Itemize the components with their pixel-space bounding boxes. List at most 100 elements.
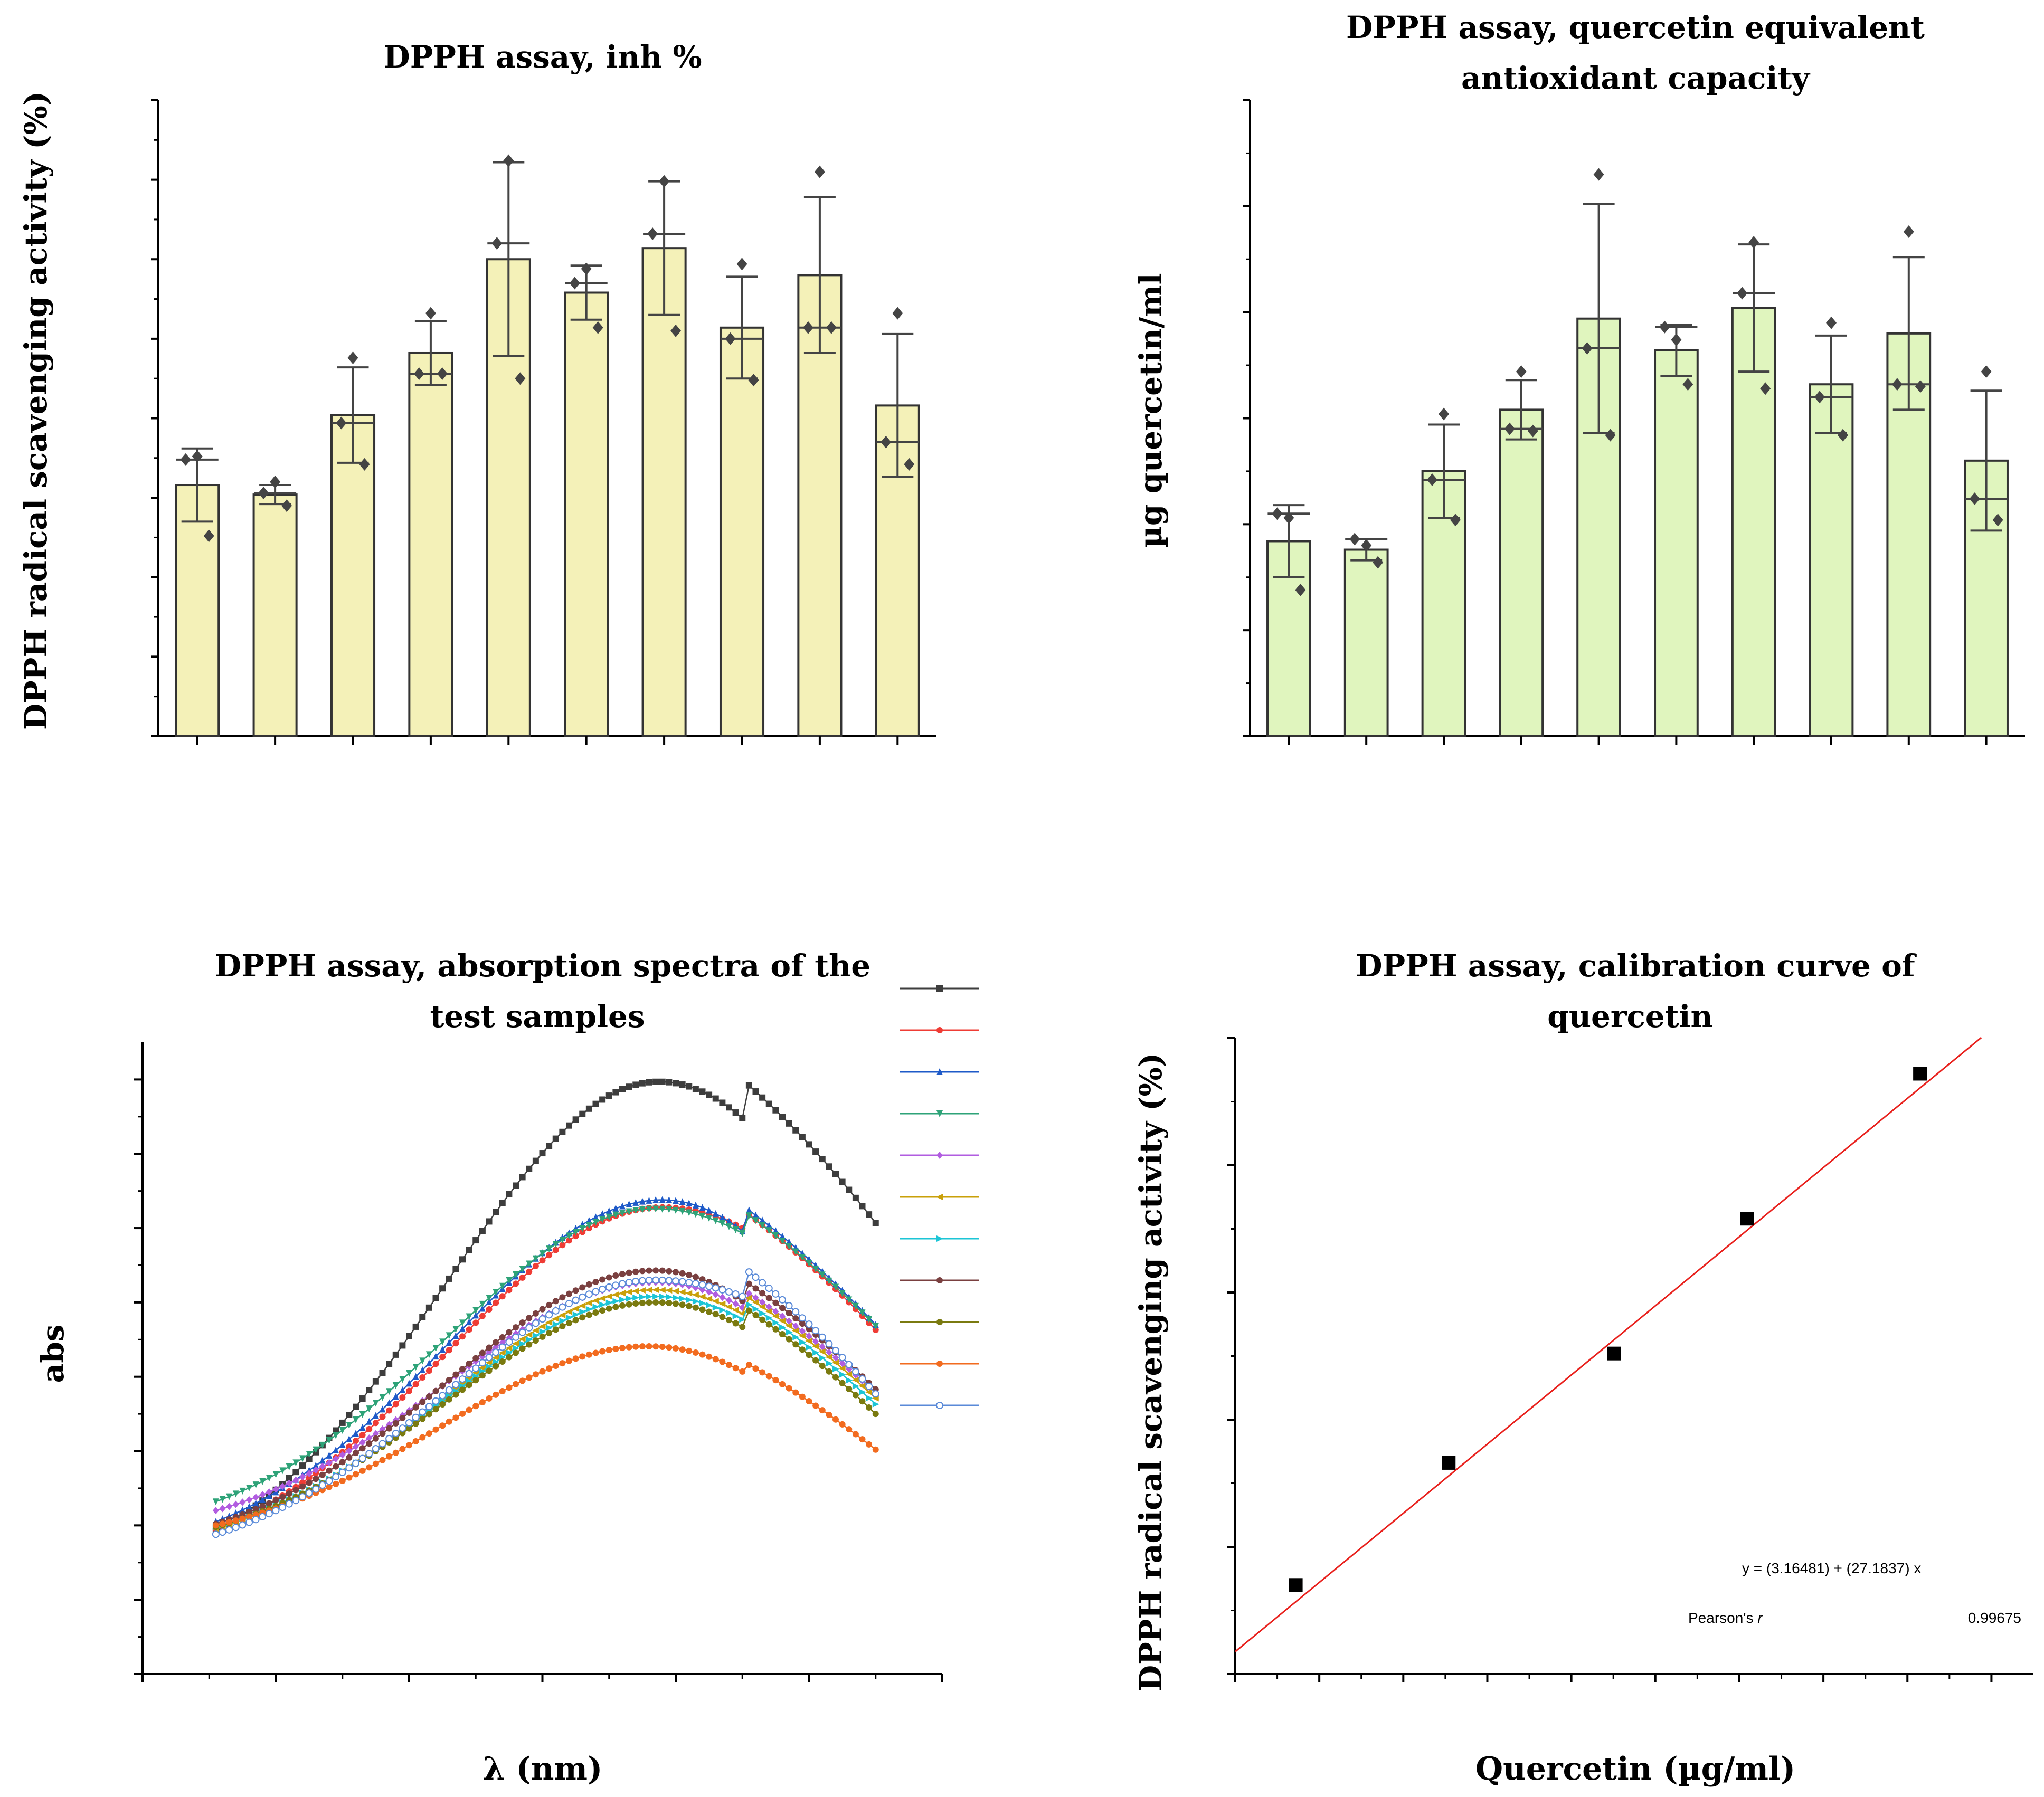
- data-point: [592, 1297, 599, 1304]
- series-etoh0: [212, 1204, 879, 1533]
- data-point: [792, 1127, 799, 1134]
- data-point: [852, 1392, 859, 1399]
- data-point: [425, 1359, 432, 1367]
- data-point: [579, 1302, 586, 1309]
- replicate-point: [347, 351, 358, 365]
- data-point: [792, 1315, 799, 1321]
- data-point: [292, 1469, 299, 1476]
- data-point: [312, 1485, 320, 1493]
- data-point: [732, 1320, 739, 1327]
- replicate-point: [1373, 556, 1384, 569]
- data-point: [552, 1326, 559, 1333]
- data-point: [419, 1434, 426, 1441]
- data-point: [592, 1288, 600, 1296]
- data-point: [872, 1323, 879, 1330]
- data-point: [532, 1157, 539, 1164]
- data-point: [246, 1508, 252, 1515]
- data-point: [272, 1485, 279, 1493]
- data-point: [432, 1295, 439, 1301]
- data-point: [526, 1336, 533, 1343]
- replicate-point: [1903, 225, 1914, 239]
- data-point: [239, 1498, 246, 1506]
- data-point: [526, 1260, 533, 1268]
- data-point: [838, 1365, 846, 1372]
- data-point: [652, 1299, 659, 1306]
- data-point: [498, 1349, 506, 1356]
- data-point: [212, 1507, 219, 1515]
- data-point: [266, 1488, 272, 1496]
- data-point: [412, 1364, 419, 1371]
- data-point: [386, 1453, 393, 1460]
- data-point: [772, 1308, 779, 1316]
- data-point: [572, 1116, 579, 1123]
- data-point: [432, 1397, 440, 1405]
- data-point: [859, 1398, 866, 1405]
- legend-marker: [936, 1194, 943, 1200]
- data-point: [599, 1216, 606, 1223]
- data-point: [425, 1430, 432, 1437]
- data-point: [632, 1081, 639, 1088]
- data-point: [666, 1344, 673, 1351]
- data-point: [486, 1344, 493, 1351]
- data-point: [646, 1196, 652, 1204]
- data-point: [466, 1360, 472, 1367]
- data-point: [432, 1345, 439, 1352]
- data-point: [872, 1411, 879, 1418]
- chart-quercetin-equivalent: DPPH assay, quercetin equivalent antioxi…: [1133, 9, 2025, 745]
- data-point: [692, 1201, 699, 1209]
- data-point: [599, 1285, 607, 1293]
- data-point: [459, 1386, 466, 1393]
- data-point: [399, 1376, 406, 1383]
- data-point: [626, 1200, 632, 1207]
- data-point: [585, 1351, 592, 1358]
- data-point: [858, 1383, 866, 1390]
- data-point: [739, 1292, 746, 1300]
- data-point: [759, 1316, 766, 1323]
- data-point: [619, 1086, 626, 1092]
- replicate-point: [725, 332, 736, 345]
- data-point: [792, 1341, 799, 1348]
- data-point: [546, 1365, 553, 1372]
- legend-marker: [936, 1235, 943, 1242]
- data-point: [752, 1217, 759, 1224]
- data-point: [666, 1294, 673, 1300]
- legend-marker: [936, 1319, 943, 1325]
- data-point: [819, 1156, 826, 1163]
- data-point: [812, 1266, 819, 1273]
- replicate-point: [413, 367, 424, 381]
- data-point: [479, 1305, 486, 1312]
- data-point: [585, 1300, 592, 1307]
- data-point: [493, 1363, 499, 1370]
- data-point: [699, 1204, 706, 1211]
- data-point: [745, 1206, 752, 1214]
- data-point: [845, 1371, 853, 1377]
- data-point: [646, 1205, 652, 1213]
- data-point: [1740, 1212, 1754, 1226]
- data-point: [832, 1354, 839, 1362]
- data-point: [846, 1426, 853, 1433]
- data-point: [306, 1479, 313, 1486]
- data-point: [579, 1293, 586, 1301]
- data-point: [425, 1367, 432, 1374]
- data-point: [492, 1354, 499, 1361]
- y-axis-label: abs: [35, 1325, 71, 1383]
- replicate-point: [1295, 583, 1306, 596]
- bar: [564, 291, 609, 737]
- data-point: [726, 1218, 732, 1225]
- data-point: [279, 1504, 287, 1511]
- data-point: [666, 1206, 673, 1213]
- data-point: [318, 1481, 326, 1489]
- data-point: [679, 1081, 686, 1088]
- data-point: [1442, 1456, 1456, 1470]
- data-point: [212, 1498, 219, 1506]
- data-point: [353, 1450, 359, 1457]
- replicate-point: [1969, 492, 1980, 506]
- data-point: [405, 1419, 413, 1427]
- data-point: [486, 1306, 493, 1313]
- data-point: [339, 1441, 346, 1448]
- data-point: [826, 1360, 833, 1367]
- data-point: [839, 1290, 846, 1297]
- data-point: [232, 1517, 239, 1524]
- data-point: [779, 1317, 786, 1324]
- data-point: [299, 1483, 306, 1490]
